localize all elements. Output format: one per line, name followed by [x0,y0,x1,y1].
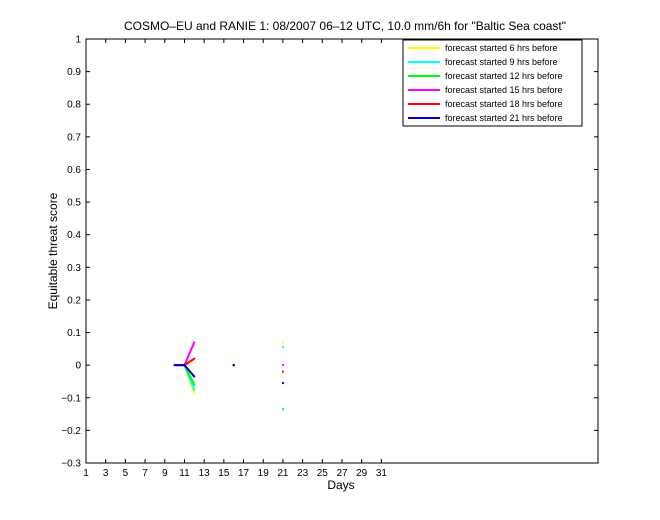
x-tick-label: 21 [277,468,289,479]
x-tick-label: 29 [356,468,368,479]
y-tick-label: −0.2 [61,426,81,437]
series-segment [183,357,196,367]
y-tick-label: 0.9 [67,67,81,78]
x-tick-label: 9 [162,468,168,479]
legend-label: forecast started 12 hrs before [445,71,563,81]
y-tick-label: 0.2 [67,295,81,306]
x-tick-label: 31 [376,468,388,479]
x-tick-label: 15 [218,468,230,479]
x-tick-label: 1 [83,468,89,479]
legend-label: forecast started 18 hrs before [445,99,563,109]
y-tick-label: 1 [75,35,81,46]
x-tick-label: 11 [179,468,190,479]
series-segment [183,364,196,378]
x-tick-label: 25 [317,468,329,479]
x-tick-label: 5 [123,468,129,479]
y-tick-label: 0.1 [67,328,81,339]
y-tick-label: 0 [75,361,81,372]
legend-label: forecast started 15 hrs before [445,85,563,95]
x-tick-label: 13 [199,468,211,479]
x-tick-label: 17 [238,468,250,479]
x-tick-label: 3 [103,468,109,479]
y-tick-label: 0.3 [67,263,81,274]
y-tick-label: 0.7 [67,132,81,143]
chart-title: COSMO–EU and RANIE 1: 08/2007 06–12 UTC,… [124,19,566,33]
y-axis: −0.3 −0.2 −0.1 0 0.1 0.2 0.3 0.4 0.5 0.6 0.7 0.8 0.9… [61,35,598,470]
x-tick-label: 27 [336,468,348,479]
y-tick-label: 0.5 [67,198,81,209]
x-tick-label: 23 [297,468,309,479]
legend-label: forecast started 21 hrs before [445,113,563,123]
y-tick-label: 0.8 [67,100,81,111]
series-6 [173,364,284,385]
legend-label: forecast started 9 hrs before [445,57,558,67]
x-axis: 1 3 5 7 9 11 13 15 17 19 21 23 25 27 29 31 [83,39,387,479]
x-tick-label: 19 [258,468,270,479]
series-segment [183,341,196,367]
x-axis-label: Days [327,478,354,492]
data-series [173,341,284,411]
y-tick-label: −0.1 [61,393,81,404]
x-tick-label: 7 [142,468,148,479]
y-axis-label: Equitable threat score [46,192,60,309]
legend: forecast started 6 hrs before forecast st… [402,39,583,127]
legend-label: forecast started 6 hrs before [445,43,558,53]
legend-box [402,39,583,127]
y-tick-label: 0.4 [67,230,81,241]
y-tick-label: 0.6 [67,165,81,176]
y-tick-label: −0.3 [61,459,81,470]
